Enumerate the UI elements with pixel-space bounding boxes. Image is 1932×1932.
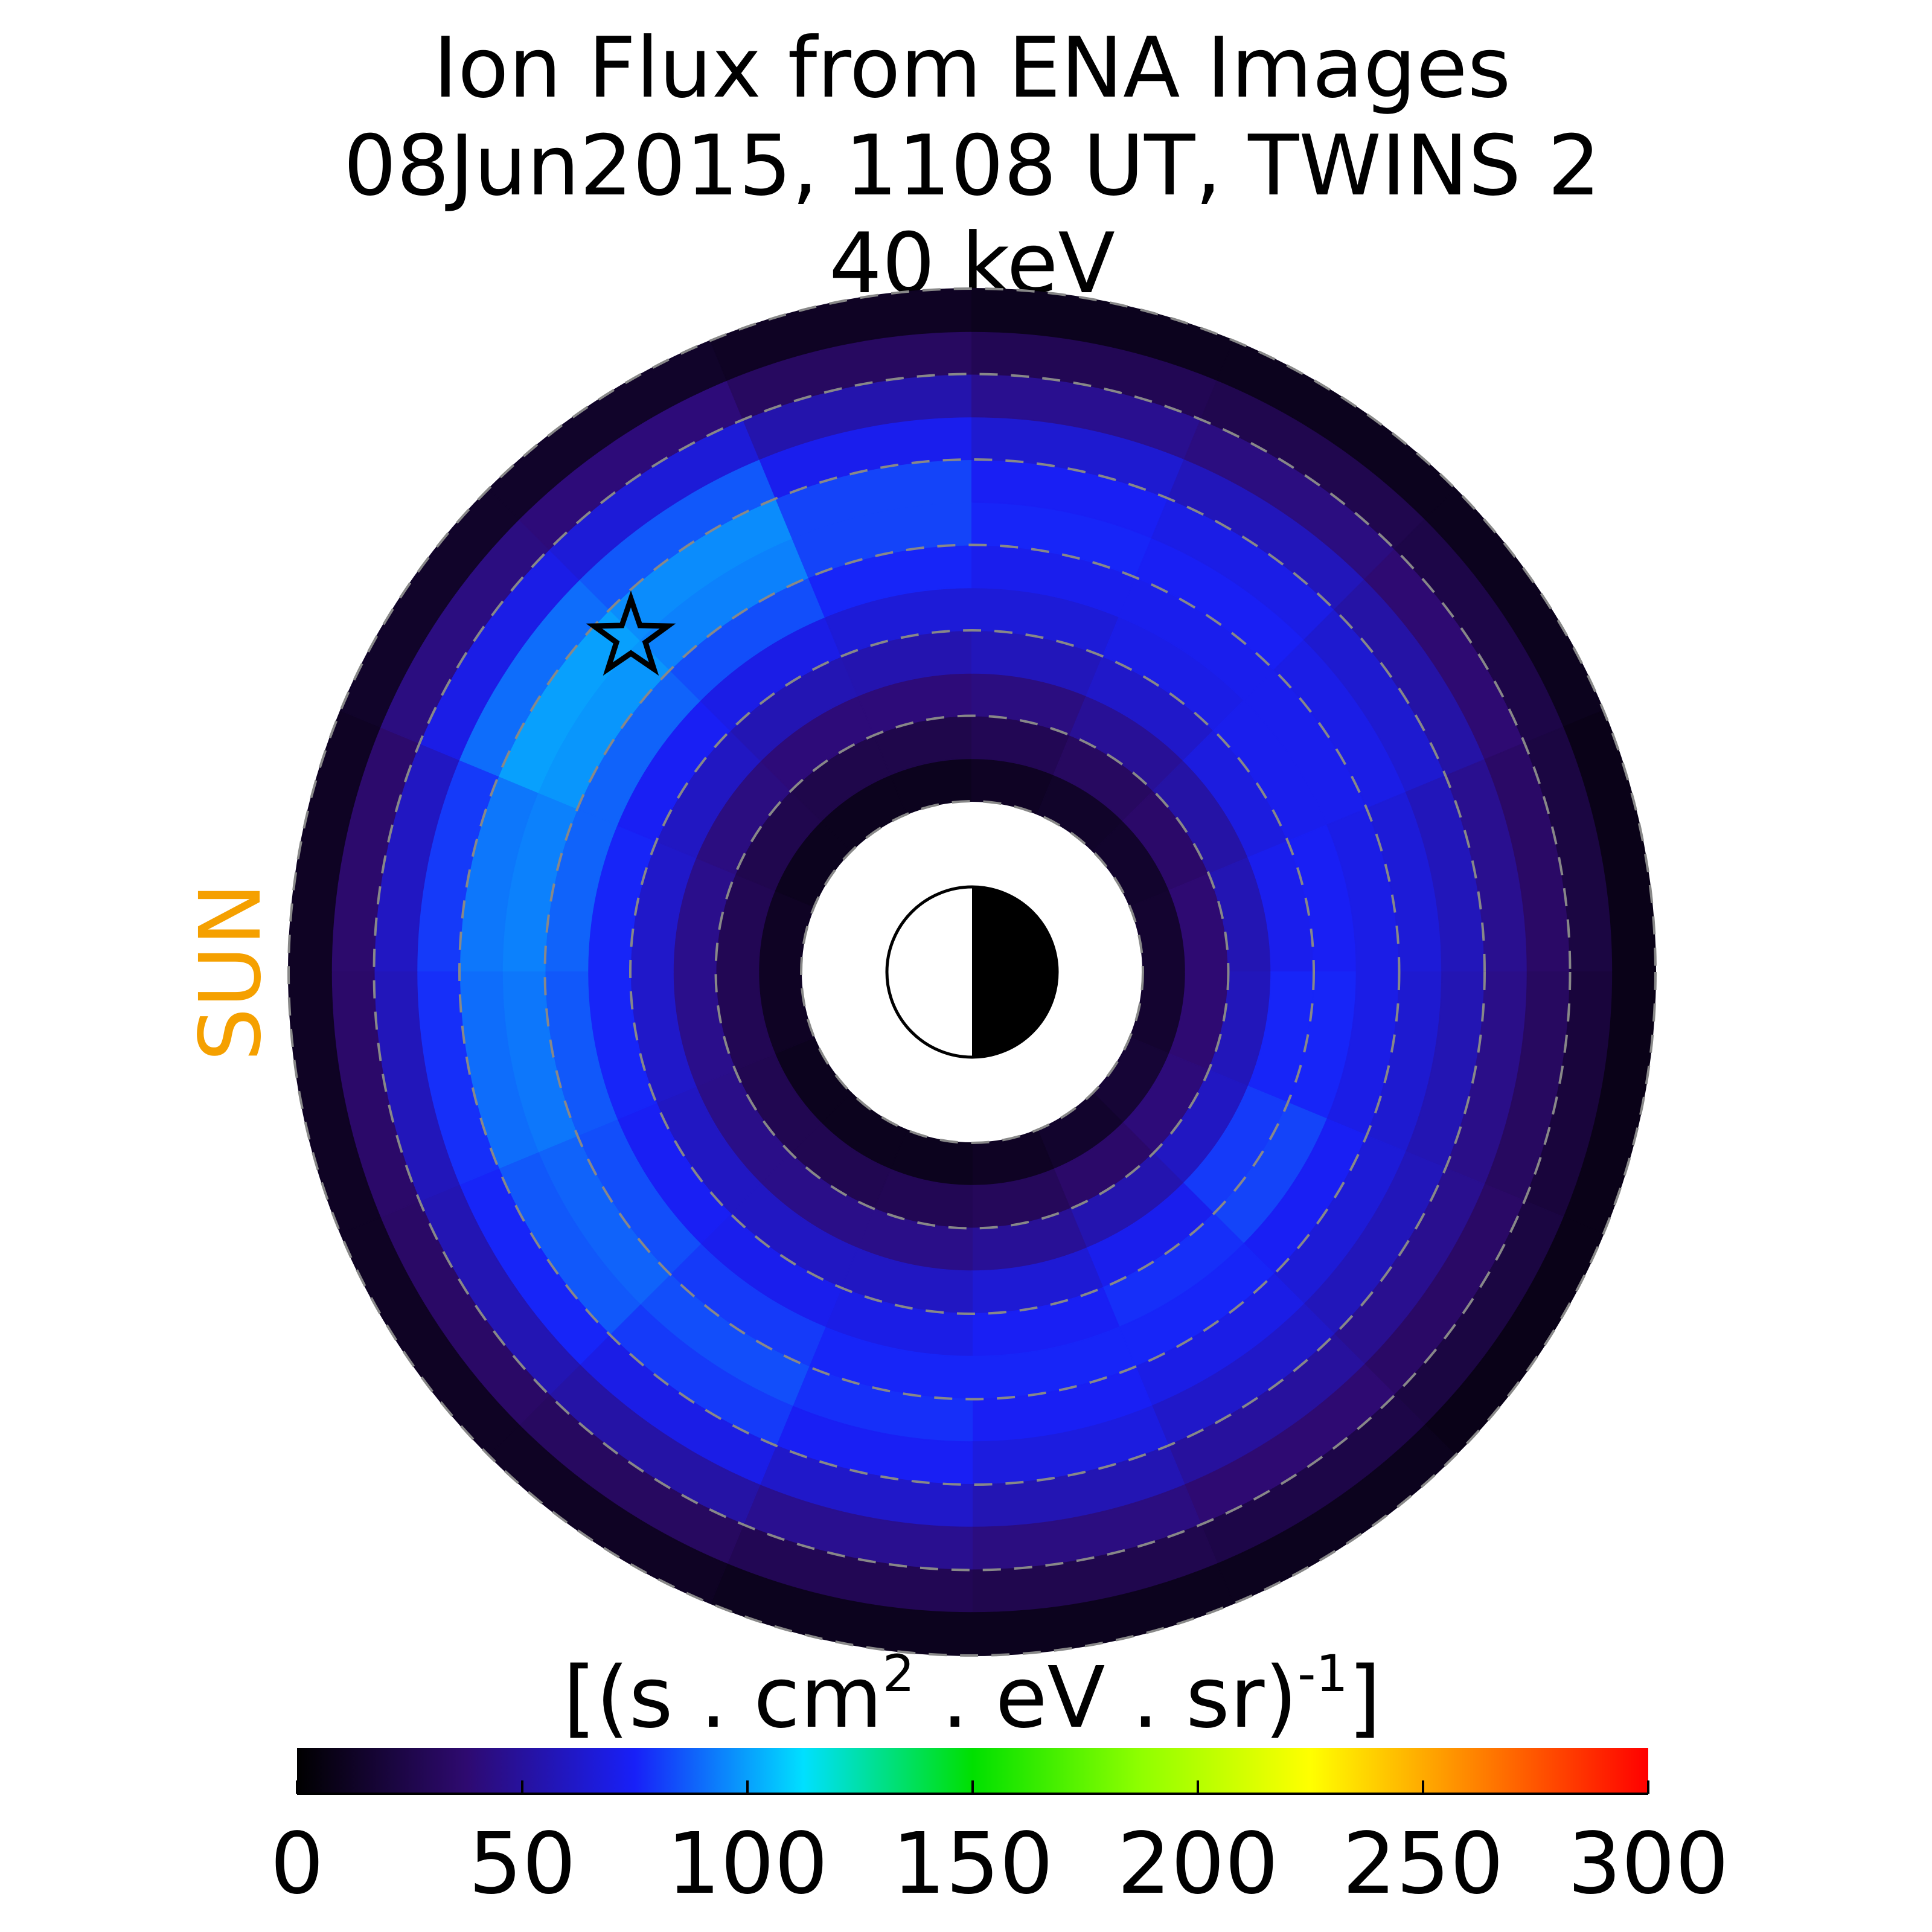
chart-subtitle: 08Jun2015, 1108 UT, TWINS 2 xyxy=(344,117,1601,214)
star-marker xyxy=(586,590,676,676)
colorbar-tick-label: 200 xyxy=(1117,1815,1278,1913)
colorbar-label-part: ] xyxy=(1348,1649,1381,1747)
colorbar-tick-label: 50 xyxy=(469,1815,576,1913)
earth-night xyxy=(972,887,1057,1057)
earth xyxy=(885,885,1059,1059)
grid-circle xyxy=(543,543,1401,1401)
colorbar-tick-label: 100 xyxy=(667,1815,828,1913)
grid-circle xyxy=(800,800,1144,1144)
colorbar-tick-label: 0 xyxy=(270,1815,324,1913)
flux-map xyxy=(287,287,1657,1657)
colorbar-ticks: 0 50 100 150 200 250 300 xyxy=(270,1780,1729,1913)
grid-circle xyxy=(287,287,1657,1657)
colorbar-tick-label: 250 xyxy=(1342,1815,1503,1913)
grid-circle xyxy=(458,458,1486,1486)
colorbar-tick-label: 300 xyxy=(1567,1815,1729,1913)
sun-label: SUN xyxy=(182,883,280,1061)
colorbar-label: [(s . cm2 . eV . sr)-1] xyxy=(563,1644,1381,1747)
colorbar-label-part: [(s . cm xyxy=(563,1649,883,1747)
colorbar-label-superscript: 2 xyxy=(883,1644,915,1703)
grid xyxy=(287,287,1657,1657)
grid-circle xyxy=(629,629,1315,1315)
colorbar-tick-label: 150 xyxy=(892,1815,1053,1913)
grid-circle xyxy=(373,373,1572,1572)
colorbar-label-superscript: -1 xyxy=(1297,1644,1348,1703)
chart-title: Ion Flux from ENA Images xyxy=(433,19,1511,117)
grid-circle xyxy=(714,714,1230,1230)
colorbar-label-part: . eV . sr) xyxy=(915,1649,1297,1747)
